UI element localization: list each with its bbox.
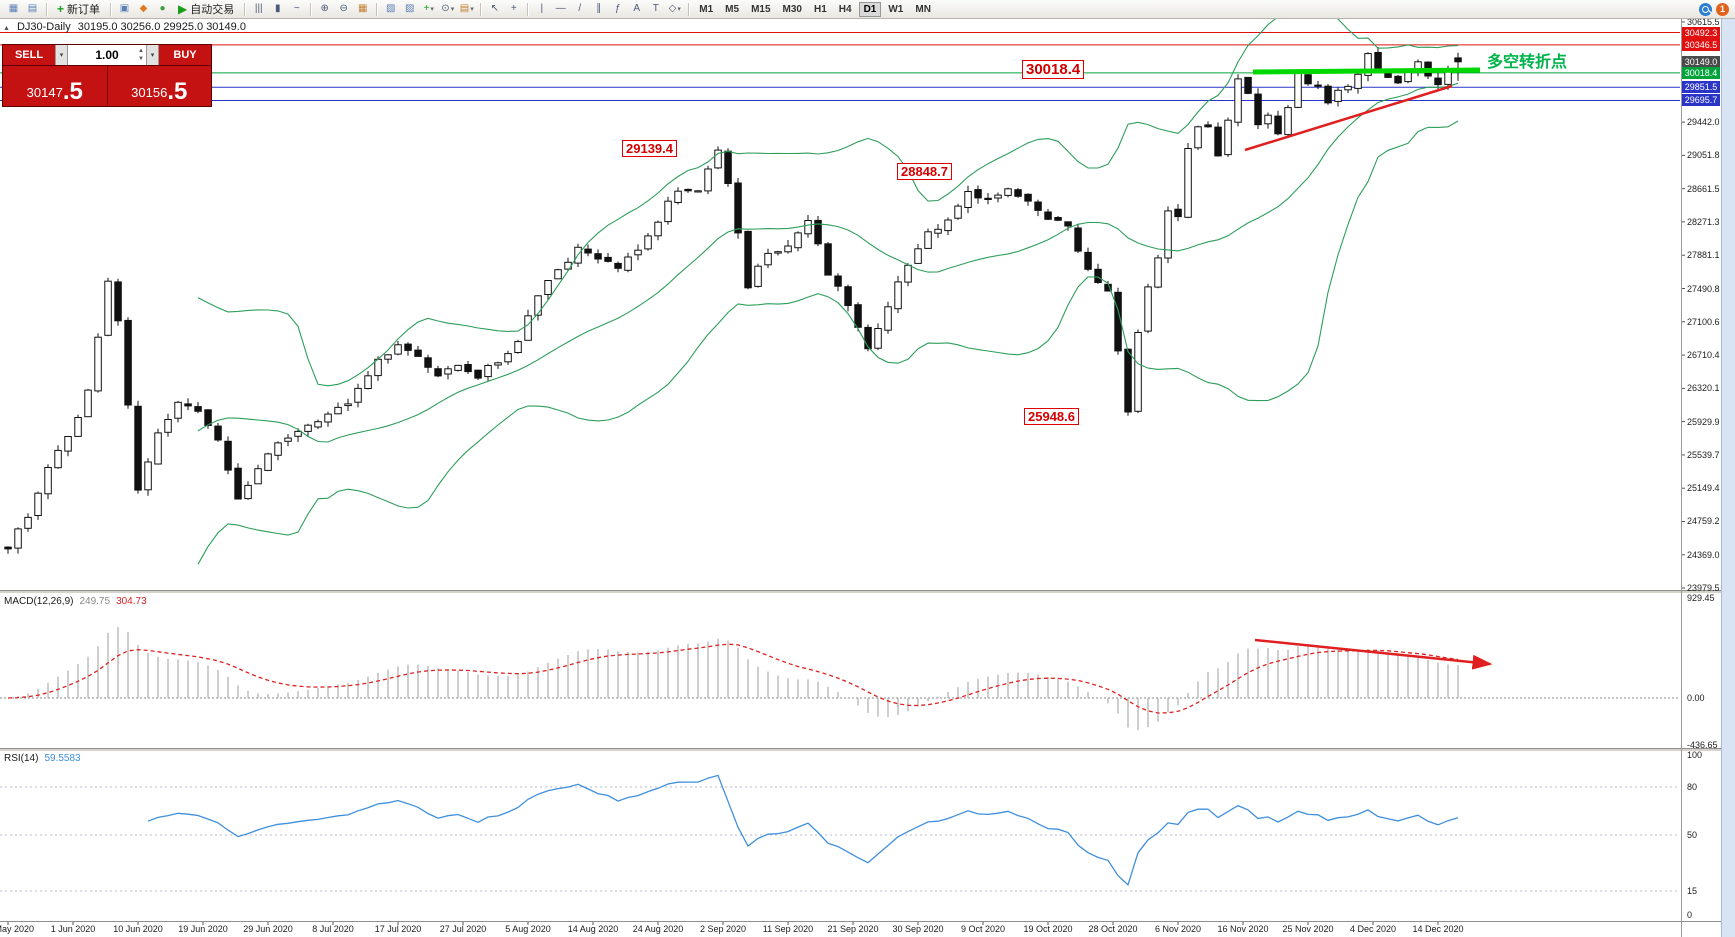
- zoom-out-icon[interactable]: ⊖: [339, 3, 348, 14]
- timeframe-button-m5[interactable]: M5: [725, 3, 740, 15]
- toolbar-separator: [376, 2, 378, 16]
- collapse-arrow-icon[interactable]: ▲: [3, 25, 10, 32]
- tile-windows-icon[interactable]: ▦: [358, 3, 368, 14]
- vertical-line-icon[interactable]: |: [540, 3, 544, 14]
- toolbar: ▦ ▤ + 新订单 ▣ ◆ ● ▶ 自动交易 ||| ▮ ~ ⊕ ⊖ ▦ ▧ ▨ + ▾ ⊙ ▾ ▤ ▾ ↖ + | — / ∥ ƒ A T ◇…: [0, 0, 1735, 19]
- cascade-windows-icon[interactable]: ▨: [405, 3, 415, 14]
- chart-profiles-icon[interactable]: ▤: [27, 3, 38, 14]
- timeframe-button-h4[interactable]: H4: [838, 3, 852, 15]
- notification-icon[interactable]: 1: [1716, 2, 1729, 16]
- macd-main-value: 249.75: [79, 596, 111, 607]
- shapes-icon[interactable]: ◇ ▾: [668, 3, 681, 14]
- timeframe-button-w1[interactable]: W1: [888, 3, 904, 15]
- timeframe-button-h1[interactable]: H1: [813, 3, 827, 15]
- time-axis-separator: [0, 921, 1735, 922]
- buy-button[interactable]: BUY: [159, 45, 211, 65]
- indicators-icon[interactable]: + ▾: [423, 3, 434, 14]
- one-click-trading-panel: SELL ▾ 1.00 ▲ ▼ ▾ BUY 30147 .5 30156 .5: [2, 44, 212, 107]
- bar-chart-type-icon[interactable]: |||: [254, 3, 263, 14]
- volume-value: 1.00: [95, 48, 119, 62]
- rsi-name: RSI(14): [4, 753, 39, 764]
- zoom-in-icon[interactable]: ⊕: [320, 3, 329, 14]
- sell-button[interactable]: SELL: [3, 45, 55, 65]
- chart-title: ▲ DJ30-Daily 30195.0 30256.0 29925.0 301…: [3, 21, 246, 33]
- new-chart-icon[interactable]: ▦: [8, 3, 19, 14]
- timeframe-button-m15[interactable]: M15: [751, 3, 771, 15]
- trendline-icon[interactable]: /: [578, 3, 582, 14]
- toolbar-separator: [688, 2, 690, 16]
- rsi-value: 59.5583: [44, 753, 81, 764]
- volume-input[interactable]: 1.00 ▲ ▼: [68, 45, 146, 65]
- rsi-indicator-label: RSI(14) 59.5583: [4, 753, 81, 764]
- macd-name: MACD(12,26,9): [4, 596, 74, 607]
- text-icon[interactable]: A: [633, 3, 641, 14]
- buy-price-display[interactable]: 30156 .5: [107, 66, 211, 106]
- trade-panel-prices: 30147 .5 30156 .5: [3, 66, 211, 106]
- news-icon[interactable]: ●: [159, 3, 166, 14]
- sell-price-display[interactable]: 30147 .5: [3, 66, 108, 106]
- macd-signal-value: 304.73: [116, 596, 147, 607]
- toolbar-separator: [46, 2, 47, 16]
- periods-icon[interactable]: ⊙ ▾: [441, 3, 455, 14]
- macd-pane-separator[interactable]: [0, 590, 1735, 593]
- arrange-windows-icon[interactable]: ▧: [386, 3, 396, 14]
- toolbar-separator: [480, 2, 482, 16]
- alerts-icon[interactable]: ◆: [139, 3, 148, 14]
- toolbar-separator: [527, 2, 529, 16]
- volume-stepper[interactable]: ▲ ▼: [138, 48, 144, 62]
- vertical-scrollbar[interactable]: [1721, 19, 1735, 937]
- chart-symbol-period: DJ30-Daily: [16, 21, 71, 33]
- chart-windows-icon[interactable]: ▣: [119, 3, 130, 14]
- channel-icon[interactable]: ∥: [596, 3, 602, 14]
- candlestick-type-icon[interactable]: ▮: [274, 3, 281, 14]
- timeframe-button-d1[interactable]: D1: [858, 1, 882, 17]
- line-chart-type-icon[interactable]: ~: [293, 3, 300, 14]
- toolbar-separator: [244, 2, 246, 16]
- search-icon[interactable]: [1699, 2, 1712, 16]
- rsi-pane-separator[interactable]: [0, 748, 1735, 751]
- chart-ohlc-readout: 30195.0 30256.0 29925.0 30149.0: [77, 21, 246, 33]
- timeframe-button-m30[interactable]: M30: [782, 3, 802, 15]
- sell-price-frac: .5: [62, 78, 83, 105]
- auto-trading-button[interactable]: ▶ 自动交易: [178, 2, 235, 16]
- trade-panel-controls: SELL ▾ 1.00 ▲ ▼ ▾ BUY: [3, 45, 211, 66]
- toolbar-separator: [310, 2, 312, 16]
- sell-price-main: 30147: [26, 85, 63, 100]
- buy-options-dropdown[interactable]: ▾: [146, 45, 159, 65]
- buy-price-frac: .5: [167, 78, 188, 105]
- toolbar-separator: [110, 2, 112, 16]
- sell-options-dropdown[interactable]: ▾: [55, 45, 68, 65]
- horizontal-line-icon[interactable]: —: [555, 3, 566, 14]
- text-label-icon[interactable]: T: [652, 3, 659, 14]
- buy-price-main: 30156: [131, 85, 168, 100]
- fibonacci-icon[interactable]: ƒ: [614, 3, 621, 14]
- crosshair-icon[interactable]: +: [510, 3, 517, 14]
- timeframe-button-m1[interactable]: M1: [699, 3, 714, 15]
- cursor-icon[interactable]: ↖: [490, 3, 499, 14]
- timeframe-button-mn[interactable]: MN: [915, 3, 931, 15]
- templates-icon[interactable]: ▤ ▾: [459, 3, 474, 14]
- new-order-button[interactable]: + 新订单: [57, 2, 101, 16]
- macd-indicator-label: MACD(12,26,9) 249.75 304.73: [4, 596, 147, 607]
- price-scale-separator: [1681, 19, 1682, 937]
